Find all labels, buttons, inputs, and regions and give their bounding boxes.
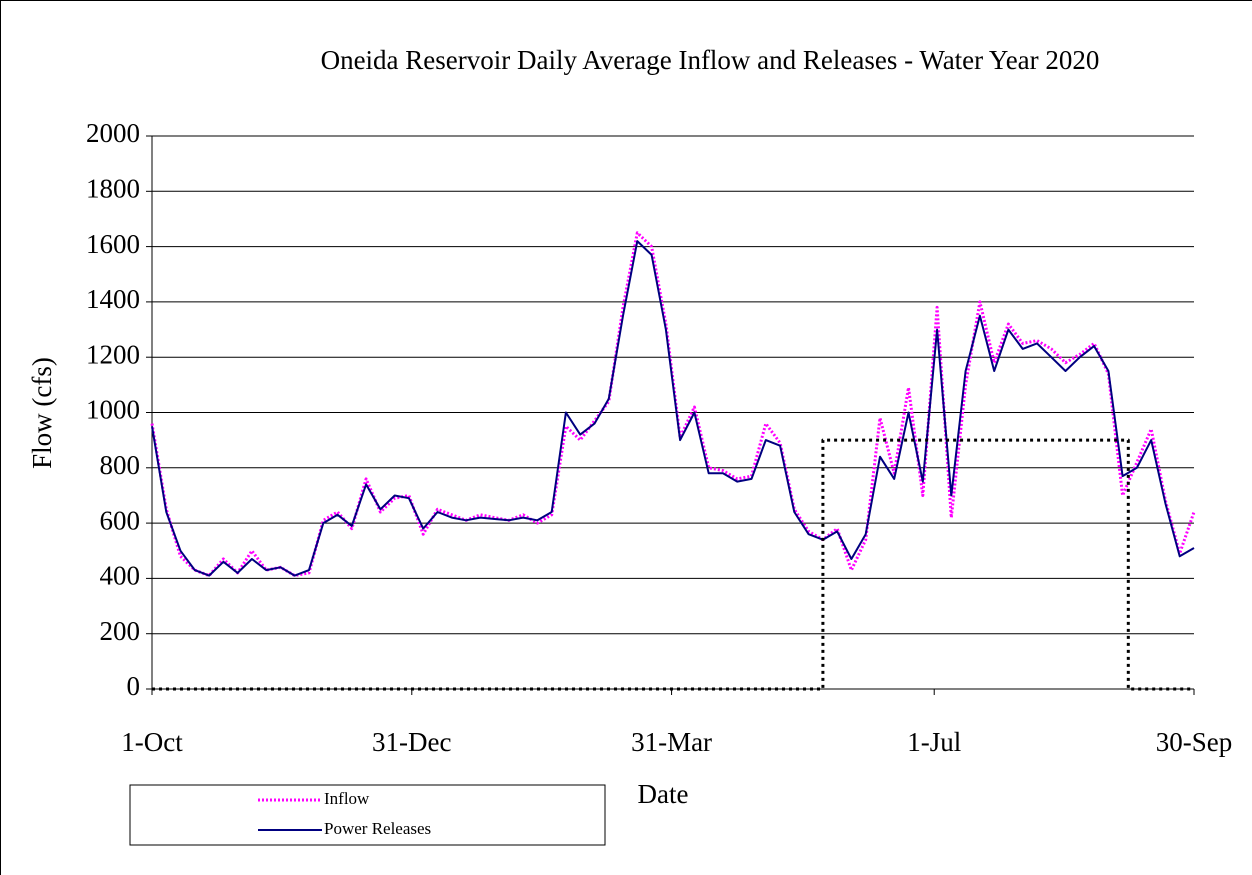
y-tick-label: 600: [100, 505, 141, 535]
legend-label: Power Releases: [324, 819, 431, 838]
y-tick-label: 1000: [86, 395, 140, 425]
y-tick-label: 400: [100, 561, 141, 591]
legend-box: [129, 784, 606, 846]
x-axis-title: Date: [638, 779, 689, 809]
x-tick-label: 31-Mar: [631, 727, 712, 757]
y-tick-label: 800: [100, 450, 141, 480]
series-line: [152, 438, 1194, 691]
y-tick-label: 1400: [86, 284, 140, 314]
y-tick-label: 0: [127, 671, 141, 701]
x-tick-label: 31-Dec: [372, 727, 451, 757]
y-tick-label: 1600: [86, 229, 140, 259]
x-tick-label: 1-Oct: [121, 727, 183, 757]
y-tick-label: 2000: [86, 118, 140, 148]
y-tick-label: 1800: [86, 174, 140, 204]
series-line: [150, 231, 1196, 578]
y-axis-title: Flow (cfs): [27, 357, 57, 469]
y-tick-label: 1200: [86, 339, 140, 369]
x-tick-label: 1-Jul: [907, 727, 961, 757]
x-tick-label: 30-Sep: [1156, 727, 1233, 757]
series-line: [151, 240, 1195, 577]
y-tick-label: 200: [100, 616, 141, 646]
chart-title: Oneida Reservoir Daily Average Inflow an…: [320, 45, 1100, 75]
legend-label: Inflow: [324, 789, 370, 808]
